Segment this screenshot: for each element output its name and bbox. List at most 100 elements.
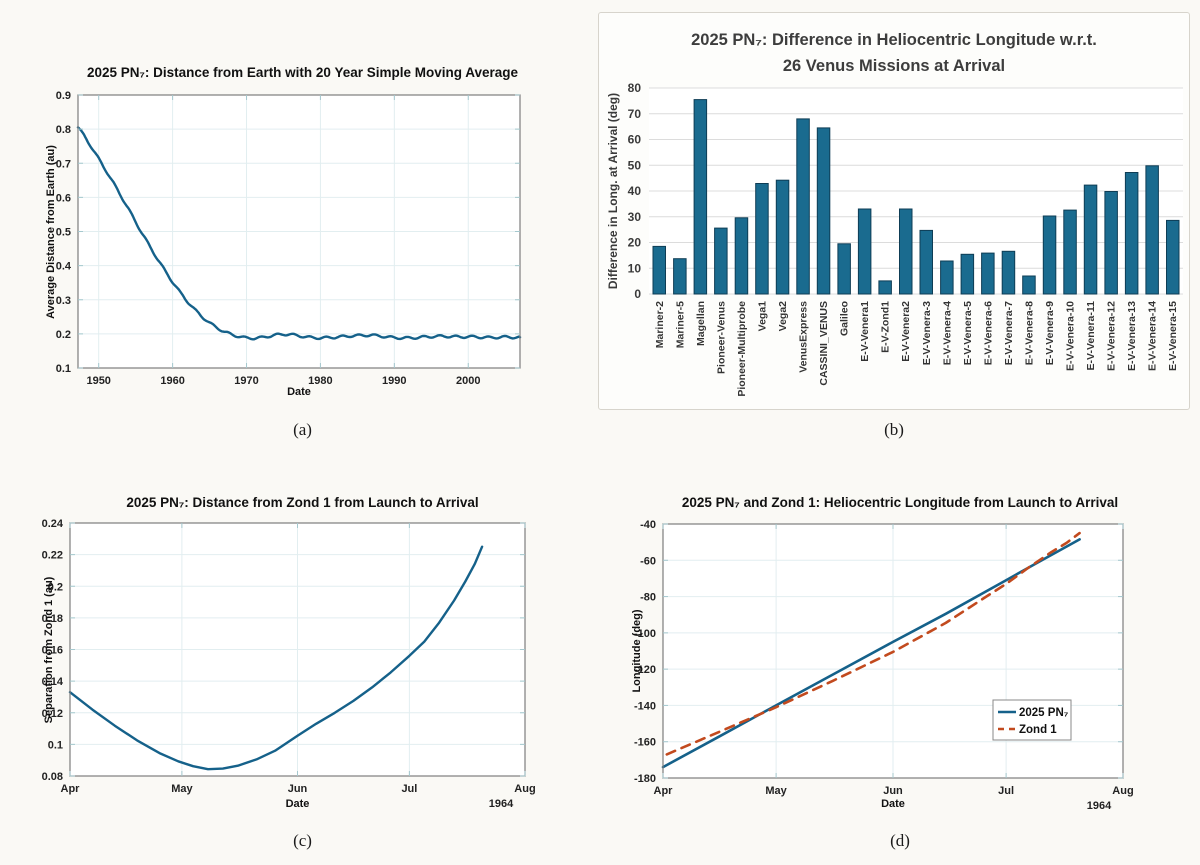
svg-text:Magellan: Magellan (695, 301, 707, 346)
tick-marks (69, 522, 526, 777)
chart-a-x-axis-label: Date (287, 386, 311, 398)
svg-text:-60: -60 (640, 555, 656, 567)
svg-text:Vega1: Vega1 (757, 301, 769, 332)
svg-text:Jun: Jun (883, 785, 903, 797)
svg-text:0.1: 0.1 (48, 739, 63, 751)
svg-text:-140: -140 (634, 700, 656, 712)
caption-a: (a) (293, 420, 312, 439)
caption-c: (c) (293, 831, 312, 850)
bar-Vega2 (775, 179, 790, 295)
y-tick-labels: 0 10 20 30 40 50 60 70 80 (628, 81, 642, 301)
svg-text:E-V-Venera-15: E-V-Venera-15 (1167, 301, 1179, 371)
bar-E-V-Venera-6 (981, 252, 995, 295)
bar-VenusExpress (796, 118, 810, 295)
svg-text:30: 30 (628, 210, 642, 224)
chart-b-title-line2: 26 Venus Missions at Arrival (782, 57, 1006, 75)
svg-text:Vega2: Vega2 (777, 301, 789, 332)
bar-CASSINI_VENUS (816, 127, 831, 295)
svg-text:Mariner-2: Mariner-2 (654, 301, 666, 348)
svg-text:50: 50 (628, 158, 642, 172)
bar-E-V-Venera-14 (1145, 165, 1159, 295)
svg-text:0.16: 0.16 (42, 645, 63, 657)
svg-text:E-V-Venera-13: E-V-Venera-13 (1126, 301, 1138, 371)
svg-text:E-V-Venera-3: E-V-Venera-3 (921, 301, 933, 365)
bar-Mariner-2 (652, 245, 666, 295)
svg-text:-160: -160 (634, 737, 656, 749)
svg-text:CASSINI_VENUS: CASSINI_VENUS (818, 301, 830, 386)
series-sma-distance (76, 126, 522, 341)
svg-text:1980: 1980 (308, 375, 332, 387)
svg-text:40: 40 (628, 184, 642, 198)
svg-text:1990: 1990 (382, 375, 406, 387)
svg-text:E-V-Venera-14: E-V-Venera-14 (1147, 301, 1159, 371)
series-zond1-longitude (665, 531, 1081, 756)
svg-text:2000: 2000 (456, 375, 480, 387)
bar-E-V-Venera-9 (1042, 215, 1057, 295)
svg-text:0.9: 0.9 (56, 90, 71, 102)
caption-b: (b) (884, 420, 904, 439)
bar-E-V-Venera-10 (1063, 209, 1077, 295)
bar-category-labels: Mariner-2 Mariner-5 Magellan Pioneer-Venus P… (654, 301, 1179, 397)
svg-text:Jul: Jul (401, 783, 417, 795)
bar-E-V-Venera-5 (960, 253, 975, 295)
bar-E-V-Venera-12 (1104, 191, 1118, 295)
svg-text:0.14: 0.14 (42, 676, 64, 688)
bar-E-V-Venera-11 (1083, 184, 1098, 295)
svg-text:E-V-Venera-10: E-V-Venera-10 (1065, 301, 1077, 371)
chart-c-distance-from-zond1: 2025 PN₇: Distance from Zond 1 from Laun… (35, 487, 570, 847)
y-tick-labels: 0.08 0.1 0.12 0.14 0.16 0.18 0.2 0.22 0.24 (42, 518, 64, 783)
svg-text:0.08: 0.08 (42, 771, 63, 783)
bar-E-V-Venera-3 (919, 229, 933, 295)
chart-b-title: 2025 PN₇: Difference in Heliocentric Lon… (599, 27, 1189, 79)
svg-text:1950: 1950 (86, 375, 110, 387)
bar-E-V-Venera-4 (940, 260, 954, 295)
svg-text:Aug: Aug (1112, 785, 1133, 797)
chart-a-title: 2025 PN₇: Distance from Earth with 20 Ye… (86, 65, 519, 80)
chart-c-y-axis-label: Separation from Zond 1 (au) (43, 576, 55, 724)
svg-text:E-V-Venera-7: E-V-Venera-7 (1003, 301, 1015, 365)
svg-text:E-V-Venera-4: E-V-Venera-4 (941, 301, 953, 365)
chart-a-y-axis-label: Average Distance from Earth (au) (45, 145, 57, 319)
svg-text:E-V-Venera-9: E-V-Venera-9 (1044, 301, 1056, 365)
bar-E-V-Venera-8 (1022, 275, 1036, 295)
svg-text:0.6: 0.6 (56, 192, 71, 204)
x-axis-year-label: 1964 (489, 798, 514, 810)
chart-c-x-axis-label: Date (285, 798, 310, 810)
svg-text:0.24: 0.24 (42, 518, 64, 530)
legend-label-pn7-longitude: 2025 PN₇ (1019, 707, 1069, 719)
bar-Pioneer-Venus (714, 227, 728, 295)
bar-E-V-Venera2 (899, 208, 913, 295)
svg-text:Jun: Jun (288, 783, 308, 795)
svg-text:May: May (171, 783, 193, 795)
bar-Pioneer-Multiprobe (734, 217, 749, 295)
chart-d-x-axis-label: Date (881, 798, 905, 810)
svg-text:Galileo: Galileo (839, 301, 851, 336)
svg-text:E-V-Zond1: E-V-Zond1 (880, 301, 892, 353)
x-tick-labels: Apr May Jun Jul Aug (654, 785, 1134, 797)
svg-text:-180: -180 (634, 773, 656, 785)
svg-text:May: May (765, 785, 787, 797)
svg-text:0.4: 0.4 (56, 261, 72, 273)
svg-text:0.12: 0.12 (42, 708, 63, 720)
svg-text:E-V-Venera-11: E-V-Venera-11 (1085, 301, 1097, 371)
chart-d-plot-area: Apr May Jun Jul Aug -180 -160 -140 -120 -100 -80 -6… (634, 519, 1134, 812)
chart-d-y-axis-label: Longitude (deg) (631, 609, 643, 693)
svg-text:1970: 1970 (234, 375, 258, 387)
svg-text:10: 10 (628, 261, 642, 275)
x-tick-labels: 1950 1960 1970 1980 1990 2000 (86, 375, 480, 387)
x-tick-labels: Apr May Jun Jul Aug (61, 783, 536, 795)
svg-text:VenusExpress: VenusExpress (798, 301, 810, 373)
series-separation (68, 545, 484, 771)
svg-text:E-V-Venera-12: E-V-Venera-12 (1106, 301, 1118, 371)
bar-E-V-Venera-15 (1166, 219, 1180, 295)
chart-d-heliocentric-longitude: 2025 PN₇ and Zond 1: Heliocentric Longit… (620, 487, 1180, 847)
svg-text:0.5: 0.5 (56, 227, 71, 239)
svg-text:-100: -100 (634, 628, 656, 640)
svg-text:1960: 1960 (160, 375, 184, 387)
x-axis-year-label: 1964 (1087, 800, 1112, 812)
svg-text:-80: -80 (640, 592, 656, 604)
svg-text:Apr: Apr (61, 783, 81, 795)
tick-marks (662, 523, 1124, 779)
svg-text:0.2: 0.2 (56, 329, 71, 341)
